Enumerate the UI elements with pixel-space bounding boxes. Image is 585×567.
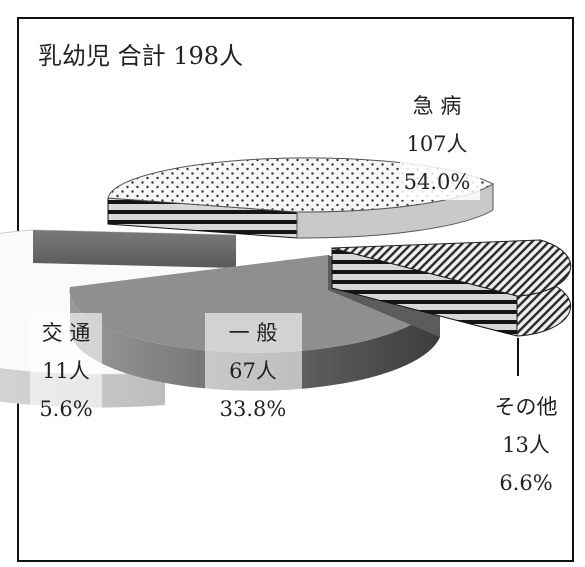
label-other-percent: 6.6% <box>499 471 552 495</box>
slice-other <box>331 239 572 376</box>
label-ippan-count: 67人 <box>229 359 277 383</box>
label-kotsu-name: 交 通 <box>42 321 91 345</box>
label-kotsu-count: 11人 <box>42 359 90 383</box>
label-other: その他 13人 6.6% <box>495 395 558 495</box>
label-kotsu-percent: 5.6% <box>39 397 92 421</box>
label-ippan-percent: 33.8% <box>220 397 287 421</box>
label-other-name: その他 <box>495 395 558 419</box>
chart-title: 乳幼児 合計 198人 <box>38 42 243 70</box>
slice-other-top <box>331 239 572 297</box>
label-kyubyo-count: 107人 <box>406 132 467 156</box>
label-other-count: 13人 <box>502 433 550 457</box>
slice-kotsu-wall <box>33 230 236 268</box>
slice-ippan-side <box>69 287 441 391</box>
label-ippan-name: 一 般 <box>229 321 278 345</box>
label-kyubyo-name: 急 病 <box>413 94 462 118</box>
slice-kyubyo <box>107 157 495 239</box>
label-kotsu: 交 通 11人 5.6% <box>39 321 92 421</box>
label-kyubyo-percent: 54.0% <box>404 170 471 194</box>
label-kyubyo: 急 病 107人 54.0% <box>404 94 471 194</box>
label-ippan: 一 般 67人 33.8% <box>220 321 287 421</box>
